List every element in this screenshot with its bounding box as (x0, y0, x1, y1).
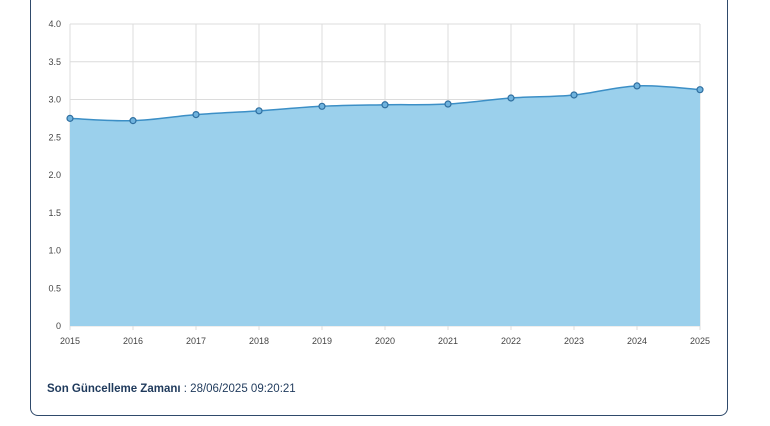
data-point-2022[interactable] (507, 94, 515, 102)
last-updated: Son Güncelleme Zamanı : 28/06/2025 09:20… (47, 383, 296, 395)
x-tick-label: 2020 (375, 336, 395, 346)
x-tick-label: 2015 (60, 336, 80, 346)
x-tick-label: 2021 (438, 336, 458, 346)
x-tick-label: 2017 (186, 336, 206, 346)
data-point-2024[interactable] (633, 82, 641, 90)
chart-container: 0 0.5 1.0 1.5 2.0 2.5 3.0 3.5 4.0 2015 2016 2017 20… (48, 19, 710, 346)
area-fill (70, 85, 700, 327)
y-tick-label: 3.0 (48, 95, 61, 105)
data-point-2016[interactable] (129, 117, 137, 125)
data-point-2021[interactable] (444, 100, 452, 108)
data-points (66, 82, 704, 125)
area-chart: 00.51.01.52.02.53.03.54.0 2015 2016 2017 20… (48, 19, 710, 346)
data-point-2020[interactable] (381, 101, 389, 109)
y-tick-label: 2.5 (48, 132, 61, 142)
y-tick-label: 0.5 (48, 283, 61, 293)
y-tick-label: 1.5 (48, 208, 61, 218)
data-point-2017[interactable] (192, 110, 200, 119)
data-point-2018[interactable] (255, 107, 263, 115)
x-tick-label: 2022 (501, 336, 521, 346)
x-tick-label: 2018 (249, 336, 269, 346)
data-point-2023[interactable] (570, 91, 578, 99)
data-point-2019[interactable] (318, 102, 326, 110)
last-updated-value: 28/06/2025 09:20:21 (190, 383, 296, 395)
x-tick-label: 2024 (627, 336, 647, 346)
x-tick-label: 2019 (312, 336, 332, 346)
y-tick-label: 3.5 (48, 57, 61, 67)
y-tick-label: 4.0 (48, 19, 61, 29)
y-tick-label: 1.0 (48, 246, 61, 256)
x-tick-label: 2023 (564, 336, 584, 346)
y-tick-label: 0 (56, 321, 61, 331)
x-tick-label: 2016 (123, 336, 143, 346)
last-updated-label: Son Güncelleme Zamanı (47, 383, 181, 395)
data-point-2015[interactable] (66, 114, 74, 122)
y-axis-ticks: 0 0.5 1.0 1.5 2.0 2.5 3.0 3.5 4.0 (48, 19, 61, 331)
y-tick-label: 2.0 (48, 170, 61, 180)
x-tick-label: 2025 (690, 336, 710, 346)
last-updated-separator: : (180, 383, 191, 395)
area-series (69, 85, 701, 327)
x-axis-ticks: 2015 2016 2017 2018 2019 2020 2021 2022 2023 2024… (60, 336, 710, 346)
data-point-2025[interactable] (696, 86, 704, 94)
